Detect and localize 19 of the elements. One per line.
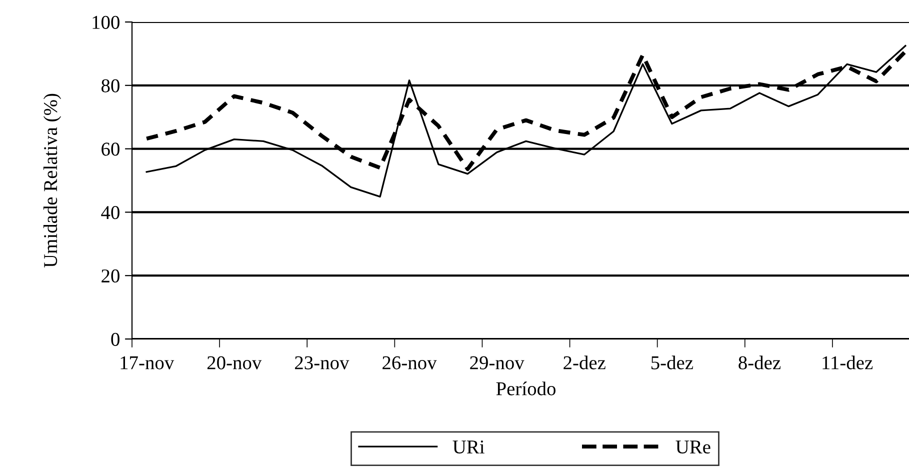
x-tick-label: 23-nov <box>295 356 350 370</box>
y-tick-label: 100 <box>92 16 120 29</box>
x-tick-label: 17-nov <box>120 356 174 370</box>
x-tick-label: 26-nov <box>382 356 437 370</box>
x-axis-title: Período <box>496 382 556 396</box>
x-tick-label: 11-dez <box>822 356 873 370</box>
y-tick-label: 60 <box>102 142 120 156</box>
y-tick-label: 20 <box>102 269 120 283</box>
legend-label: URe <box>676 440 710 454</box>
y-tick-label: 40 <box>101 206 120 220</box>
x-tick-label: 2-dez <box>564 356 606 370</box>
y-tick-label: 0 <box>111 332 120 346</box>
x-tick-label: 29-nov <box>470 356 524 370</box>
x-tick-label: 5-dez <box>651 356 693 370</box>
x-tick-label: 8-dez <box>738 356 781 370</box>
y-axis-title: Umidade Relativa (%) <box>43 94 62 268</box>
y-tick-label: 80 <box>101 79 120 92</box>
legend-label: URi <box>452 440 484 454</box>
x-tick-label: 20-nov <box>207 356 262 370</box>
